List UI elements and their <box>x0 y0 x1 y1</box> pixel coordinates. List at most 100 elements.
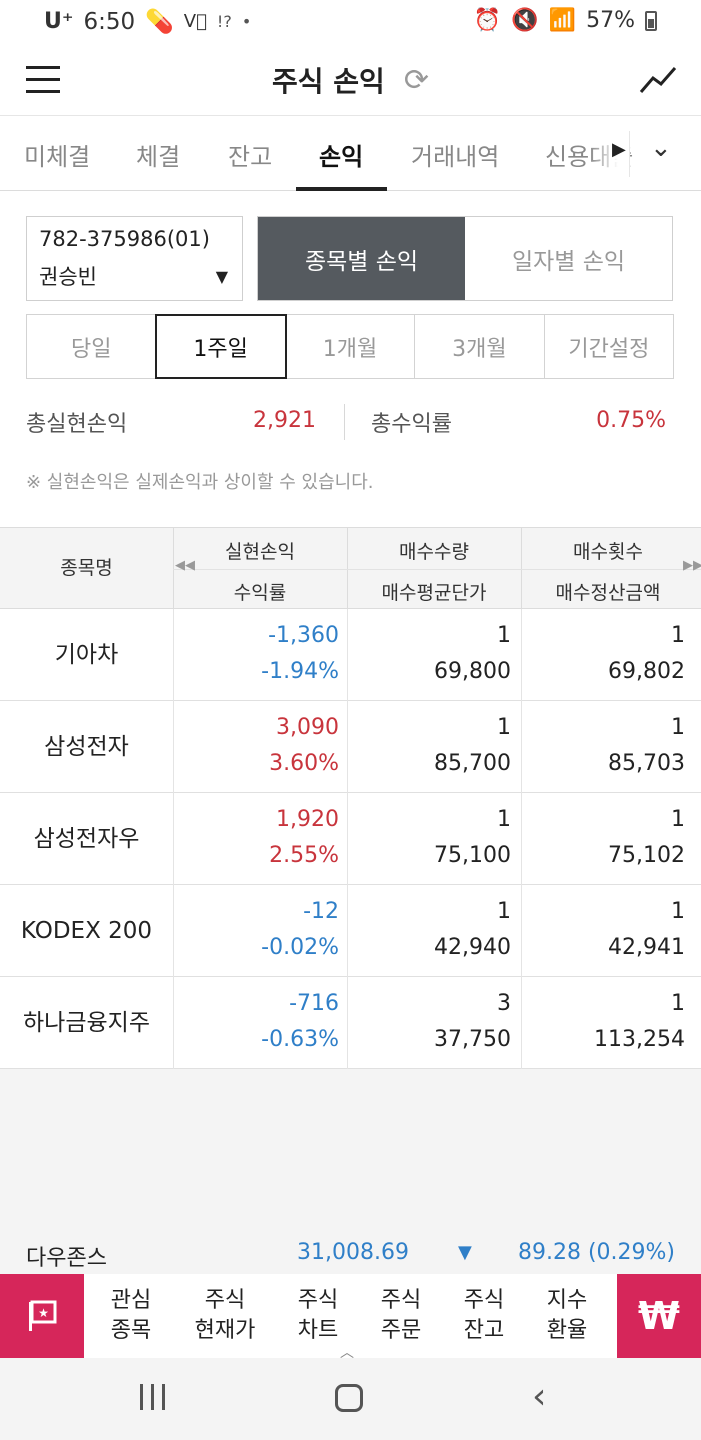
quick-label: 환율 <box>546 1318 588 1343</box>
stock-name: 삼성전자 <box>44 734 129 760</box>
account-selector[interactable]: 782-375986(01) 권승빈 ▼ <box>26 216 243 301</box>
buy-qty: 1 <box>497 899 511 924</box>
title-wrap: 주식 손익 ⟳ <box>0 60 701 100</box>
menu-icon[interactable] <box>26 66 62 94</box>
cell-divider <box>347 701 348 793</box>
cell-divider <box>521 609 522 701</box>
chevron-up-icon[interactable]: ︿ <box>340 1345 354 1361</box>
by-stock-button[interactable]: 종목별 손익 <box>258 217 465 300</box>
scroll-right-icon[interactable]: ▶▶ <box>683 558 701 573</box>
pill-icon: 💊 <box>145 9 174 35</box>
cell-divider <box>521 885 522 977</box>
quick-index-fx[interactable]: 지수 환율 <box>527 1286 607 1346</box>
quick-label: 지수 <box>546 1288 588 1313</box>
tab-transactions[interactable]: 거래내역 <box>411 143 500 171</box>
cell-divider <box>347 609 348 701</box>
svg-text:★: ★ <box>38 1306 49 1320</box>
header-settle-amount: 매수정산금액 <box>555 582 661 604</box>
total-profit-label: 총실현손익 <box>26 412 128 437</box>
table-body: 기아차 -1,360 -1.94% 1 69,800 1 69,802 삼성전자… <box>0 609 701 1069</box>
status-right: ⏰ 🔇 📶 57% <box>474 8 657 33</box>
chevron-down-icon[interactable]: ⌄ <box>650 133 672 163</box>
quick-label: 주식 <box>463 1288 505 1313</box>
tab-balance[interactable]: 잔고 <box>228 143 273 171</box>
tab-scroll-right-icon[interactable]: ▶ <box>612 139 626 160</box>
buy-count: 1 <box>671 991 685 1016</box>
ticker-value: 31,008.69 <box>297 1240 409 1265</box>
disclaimer-note: ※ 실현손익은 실제손익과 상이할 수 있습니다. <box>26 472 374 493</box>
table-row[interactable]: 삼성전자 3,090 3.60% 1 85,700 1 85,703 <box>0 701 701 793</box>
flag-icon: ★ <box>29 1300 57 1331</box>
page-title: 주식 손익 <box>271 65 385 98</box>
cell-divider <box>521 793 522 885</box>
quick-label: 주식 <box>297 1288 339 1313</box>
profit-table: 종목명 실현손익 수익률 매수수량 매수평균단가 매수횟수 매수정산금액 ◀◀ … <box>0 527 701 1069</box>
period-3month[interactable]: 3개월 <box>415 315 545 378</box>
return-rate: -0.63% <box>261 1027 339 1052</box>
period-today[interactable]: 당일 <box>27 315 157 378</box>
trend-chart-icon[interactable] <box>639 64 677 96</box>
settle-amount: 113,254 <box>594 1027 685 1052</box>
quick-current-price[interactable]: 주식 현재가 <box>185 1286 265 1346</box>
flag-menu-button[interactable]: ★ <box>0 1274 84 1358</box>
scroll-left-icon[interactable]: ◀◀ <box>175 558 195 573</box>
won-currency-button[interactable]: ₩ <box>617 1274 701 1358</box>
refresh-icon[interactable]: ⟳ <box>403 62 430 98</box>
alarm-icon: ⏰ <box>473 8 502 33</box>
summary-divider <box>344 404 345 440</box>
cell-divider <box>347 885 348 977</box>
table-row[interactable]: 기아차 -1,360 -1.94% 1 69,800 1 69,802 <box>0 609 701 701</box>
status-extra: !? <box>216 12 232 31</box>
avg-price: 37,750 <box>434 1027 511 1052</box>
cell-divider <box>347 977 348 1069</box>
buy-qty: 3 <box>497 991 511 1016</box>
ticker-change: 89.28 (0.29%) <box>517 1240 675 1265</box>
cell-divider <box>521 977 522 1069</box>
by-date-button[interactable]: 일자별 손익 <box>465 217 672 300</box>
index-ticker[interactable]: 다우존스 31,008.69 ▼ 89.28 (0.29%) <box>0 1234 701 1274</box>
mute-icon: 🔇 <box>511 8 539 33</box>
cell-divider <box>173 701 174 793</box>
period-custom[interactable]: 기간설정 <box>568 336 650 362</box>
realized-profit: -12 <box>303 899 339 924</box>
header-realized-profit: 실현손익 <box>225 541 295 563</box>
quick-label: 주식 <box>380 1288 422 1313</box>
back-icon[interactable]: ‹ <box>532 1376 547 1417</box>
quick-balance[interactable]: 주식 잔고 <box>444 1286 524 1346</box>
quick-menu: ★ 관심 종목 주식 현재가 주식 차트 주식 주문 주식 잔고 지수 환율 ︿… <box>0 1274 701 1361</box>
table-row[interactable]: 하나금융지주 -716 -0.63% 3 37,750 1 113,254 <box>0 977 701 1069</box>
down-triangle-icon: ▼ <box>458 1242 472 1263</box>
status-left: U⁺ 6:50 💊 V⃝ !? • <box>44 8 251 36</box>
cell-divider <box>347 793 348 885</box>
tab-filled[interactable]: 체결 <box>136 143 181 171</box>
header-buy-count: 매수횟수 <box>573 541 643 563</box>
tab-unfilled[interactable]: 미체결 <box>24 143 91 171</box>
quick-chart[interactable]: 주식 차트 <box>278 1286 358 1346</box>
return-rate: -0.02% <box>261 935 339 960</box>
period-1week[interactable]: 1주일 <box>155 314 287 379</box>
header-return-rate: 수익률 <box>233 582 287 604</box>
header-mid-line <box>173 569 701 570</box>
active-tab-indicator <box>296 187 387 191</box>
table-row[interactable]: KODEX 200 -12 -0.02% 1 42,940 1 42,941 <box>0 885 701 977</box>
home-icon[interactable] <box>335 1384 363 1412</box>
period-1month[interactable]: 1개월 <box>286 315 416 378</box>
quick-watchlist[interactable]: 관심 종목 <box>91 1286 171 1346</box>
empty-area <box>0 1069 701 1234</box>
cell-divider <box>173 793 174 885</box>
recent-apps-icon[interactable] <box>140 1384 168 1410</box>
wifi-icon: 📶 <box>548 8 577 33</box>
stock-name: 삼성전자우 <box>33 826 140 852</box>
return-rate: 3.60% <box>269 751 339 776</box>
account-holder: 권승빈 <box>39 265 97 289</box>
tab-profit-loss[interactable]: 손익 <box>319 143 364 171</box>
quick-label: 현재가 <box>194 1318 256 1343</box>
avg-price: 42,940 <box>434 935 511 960</box>
quick-label: 종목 <box>110 1318 152 1343</box>
buy-qty: 1 <box>497 623 511 648</box>
table-row[interactable]: 삼성전자우 1,920 2.55% 1 75,100 1 75,102 <box>0 793 701 885</box>
cell-divider <box>173 977 174 1069</box>
quick-order[interactable]: 주식 주문 <box>361 1286 441 1346</box>
buy-count: 1 <box>671 623 685 648</box>
settle-amount: 69,802 <box>608 659 685 684</box>
